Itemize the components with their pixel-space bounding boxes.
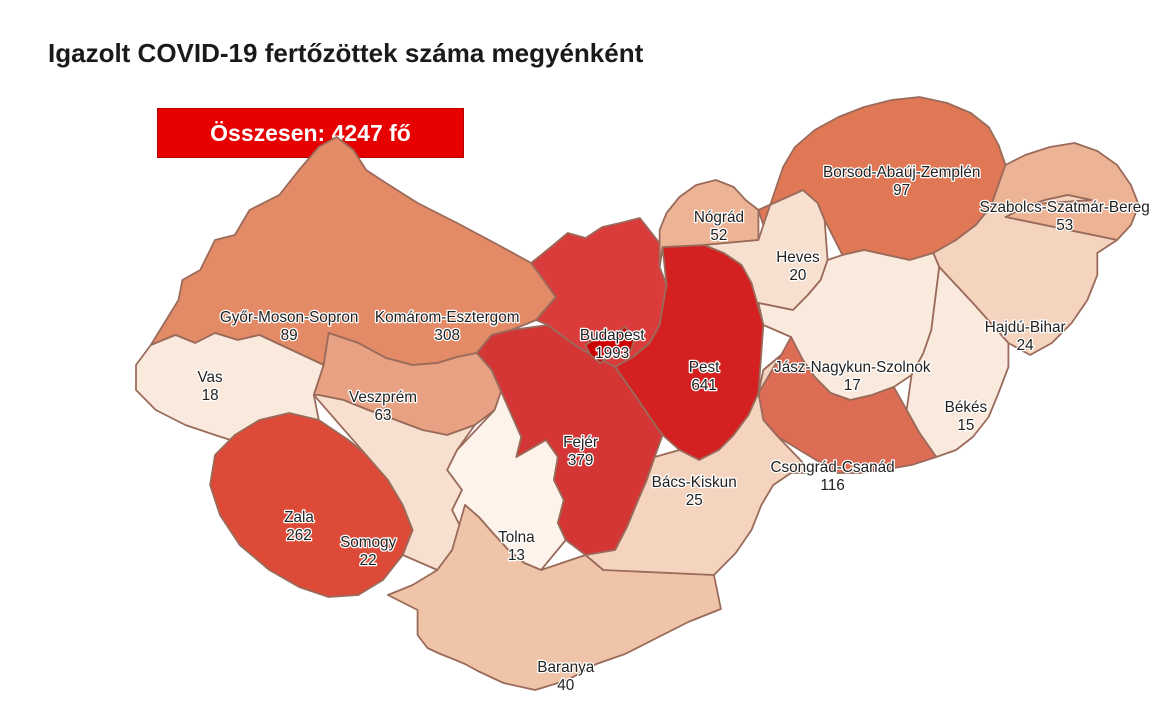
svg-text:25: 25 [686, 492, 703, 509]
svg-text:Vas: Vas [197, 369, 223, 386]
svg-text:308: 308 [434, 327, 460, 344]
svg-text:379: 379 [568, 452, 594, 469]
svg-text:Csongrád-Csanád: Csongrád-Csanád [770, 459, 894, 476]
svg-text:Baranya: Baranya [537, 659, 594, 676]
svg-text:Somogy: Somogy [340, 534, 396, 551]
svg-text:17: 17 [844, 377, 861, 394]
svg-text:Fejér: Fejér [563, 434, 598, 451]
svg-text:Pest: Pest [689, 359, 720, 376]
svg-text:Zala: Zala [284, 509, 314, 526]
svg-text:Tolna: Tolna [498, 529, 535, 546]
svg-text:18: 18 [202, 387, 219, 404]
svg-text:97: 97 [893, 182, 910, 199]
svg-text:Budapest: Budapest [580, 327, 645, 344]
svg-text:Szabolcs-Szatmár-Bereg: Szabolcs-Szatmár-Bereg [980, 199, 1150, 216]
svg-text:Nógrád: Nógrád [694, 209, 744, 226]
svg-text:24: 24 [1017, 337, 1034, 354]
svg-text:Bács-Kiskun: Bács-Kiskun [652, 474, 737, 491]
svg-text:13: 13 [508, 547, 525, 564]
svg-text:116: 116 [820, 477, 844, 494]
svg-text:262: 262 [286, 527, 312, 544]
svg-text:Győr-Moson-Sopron: Győr-Moson-Sopron [220, 309, 359, 326]
svg-text:15: 15 [957, 417, 974, 434]
svg-text:Komárom-Esztergom: Komárom-Esztergom [375, 309, 520, 326]
svg-text:22: 22 [360, 552, 377, 569]
svg-text:63: 63 [374, 407, 391, 424]
svg-text:641: 641 [691, 377, 717, 394]
svg-text:20: 20 [789, 267, 806, 284]
svg-text:Békés: Békés [945, 399, 988, 416]
svg-text:40: 40 [557, 677, 574, 694]
svg-text:53: 53 [1056, 217, 1073, 234]
svg-text:Veszprém: Veszprém [349, 389, 417, 406]
svg-text:Hajdú-Bihar: Hajdú-Bihar [985, 319, 1066, 336]
svg-text:Jász-Nagykun-Szolnok: Jász-Nagykun-Szolnok [774, 359, 931, 376]
svg-text:Borsod-Abaúj-Zemplén: Borsod-Abaúj-Zemplén [823, 164, 980, 181]
svg-text:52: 52 [710, 227, 727, 244]
svg-text:89: 89 [281, 327, 298, 344]
svg-text:1993: 1993 [595, 345, 629, 362]
svg-text:Heves: Heves [776, 249, 820, 266]
